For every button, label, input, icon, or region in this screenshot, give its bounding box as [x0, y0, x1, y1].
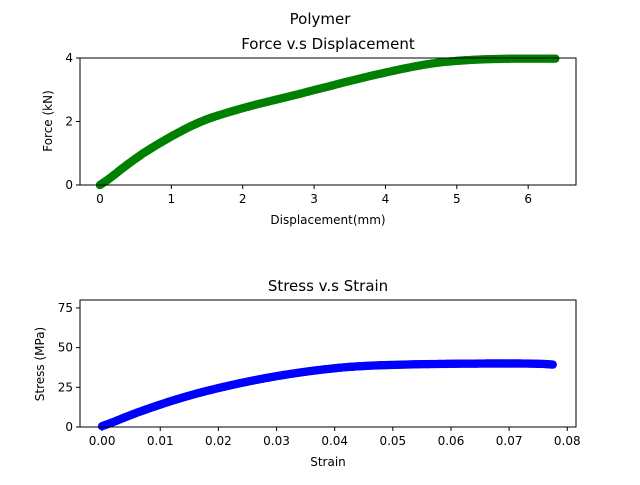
x-tick-label: 0.07 [496, 434, 523, 448]
data-point [548, 360, 557, 369]
figure-suptitle: Polymer [290, 10, 352, 28]
x-tick-label: 0.05 [379, 434, 406, 448]
y-tick-label: 25 [58, 380, 73, 394]
data-points [97, 359, 557, 431]
axes-frame [79, 299, 577, 428]
x-tick-label: 6 [524, 192, 532, 206]
chart-title: Stress v.s Strain [268, 277, 388, 295]
y-tick-label: 4 [65, 51, 73, 65]
x-tick-label: 0.02 [205, 434, 232, 448]
axes-frame [79, 57, 577, 186]
y-tick-label: 0 [65, 420, 73, 434]
x-tick-label: 0.06 [438, 434, 465, 448]
stress-strain-chart: Stress v.s Strain Strain Stress (MPa) 0.… [33, 277, 581, 469]
x-tick-label: 0.01 [147, 434, 174, 448]
data-point [551, 54, 560, 63]
y-tick-label: 0 [65, 178, 73, 192]
x-tick-label: 4 [382, 192, 390, 206]
y-axis-label: Force (kN) [41, 90, 55, 152]
force-displacement-chart: Force v.s Displacement Displacement(mm) … [41, 35, 577, 227]
x-tick-label: 0.03 [263, 434, 290, 448]
data-points [95, 54, 560, 190]
x-tick-label: 2 [239, 192, 247, 206]
x-tick-label: 0.00 [89, 434, 116, 448]
x-axis-label: Strain [310, 455, 346, 469]
x-tick-label: 1 [168, 192, 176, 206]
y-tick-label: 75 [58, 301, 73, 315]
y-axis-label: Stress (MPa) [33, 327, 47, 401]
axis-ticks: 0.00 0.01 0.02 0.03 0.04 0.05 0.06 0.07 0.08 0 25 5… [58, 301, 581, 448]
y-tick-label: 2 [65, 115, 73, 129]
x-axis-label: Displacement(mm) [270, 213, 385, 227]
x-tick-label: 0.04 [321, 434, 348, 448]
x-tick-label: 0 [96, 192, 104, 206]
y-tick-label: 50 [58, 341, 73, 355]
x-tick-label: 5 [453, 192, 461, 206]
chart-title: Force v.s Displacement [241, 35, 415, 53]
x-tick-label: 0.08 [554, 434, 581, 448]
axis-ticks: 0 1 2 3 4 5 6 0 2 4 [65, 51, 532, 206]
x-tick-label: 3 [310, 192, 318, 206]
